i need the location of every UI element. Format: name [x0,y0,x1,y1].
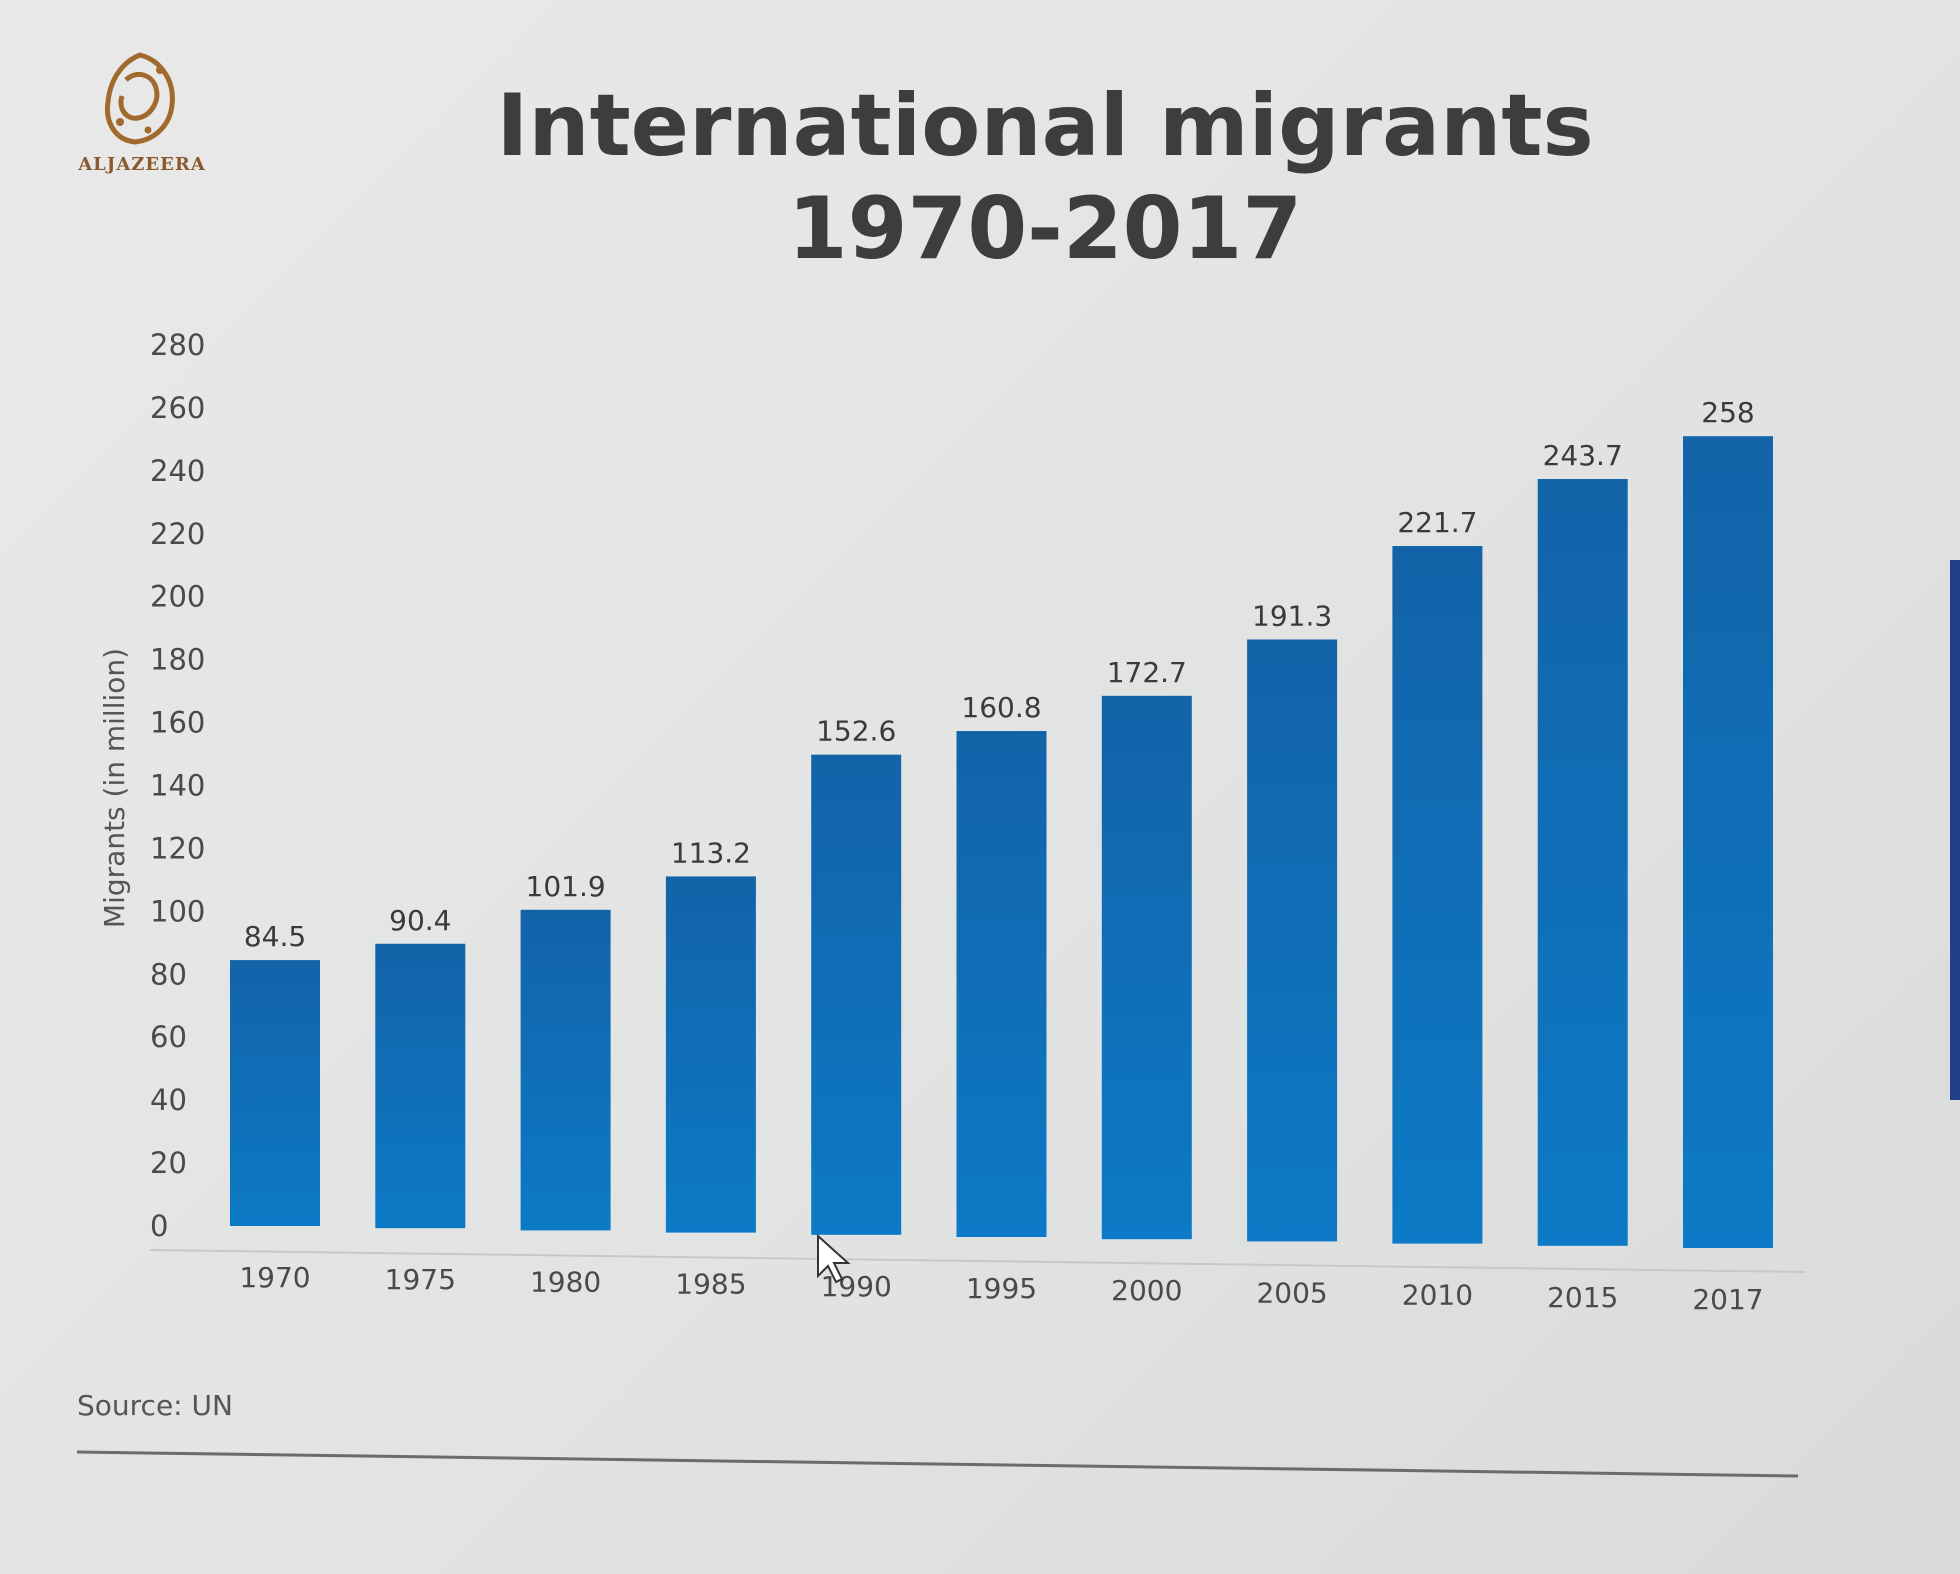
bar-2010 [1392,546,1483,1244]
x-axis-ticks: 1970 1975 1980 1985 1990 1995 2000 2005 2010 2015… [239,1261,1763,1316]
data-label-1975: 90.4 [389,904,451,937]
y-tick-label: 240 [150,454,205,488]
x-tick-label-1975: 1975 [385,1263,456,1296]
chart-title-line-1: International migrants [496,76,1593,176]
y-tick-label: 280 [150,328,205,362]
source-note: Source: UN [77,1389,233,1422]
bar-1975 [375,943,466,1229]
x-tick-label-1970: 1970 [239,1261,310,1294]
footer-rule [76,1450,1799,1478]
edge-accent [1950,560,1960,1100]
mouse-cursor-icon [817,1233,851,1284]
data-label-2000: 172.7 [1107,656,1187,689]
y-tick-label: 160 [150,706,205,740]
brand-name: ALJAZEERA [77,154,206,175]
chart-title-line-2: 1970-2017 [788,179,1302,279]
y-tick-label: 100 [150,894,205,928]
x-tick-label-2005: 2005 [1256,1276,1327,1309]
bars-group [230,436,1773,1248]
y-tick-label: 200 [150,580,205,614]
data-label-1970: 84.5 [244,920,306,953]
y-tick-label: 0 [150,1209,168,1243]
x-tick-label-2010: 2010 [1402,1279,1473,1312]
y-tick-label: 260 [150,391,205,425]
y-tick-label: 40 [150,1083,187,1117]
bar-1980 [520,909,611,1231]
y-axis-title: Migrants (in million) [98,648,131,928]
bar-1995 [956,731,1047,1237]
x-tick-label-2017: 2017 [1692,1283,1763,1316]
data-label-2005: 191.3 [1252,599,1332,632]
bar-2015 [1537,479,1628,1246]
data-labels-group: 84.5 90.4 101.9 113.2 152.6 160.8 172.7 191.3 22… [244,396,1755,953]
data-label-1990: 152.6 [816,715,896,748]
bar-2017 [1683,436,1773,1248]
y-tick-label: 180 [150,643,205,677]
y-tick-label: 20 [150,1146,187,1180]
x-tick-label-2015: 2015 [1547,1281,1618,1314]
y-tick-label: 220 [150,517,205,551]
bar-1985 [665,876,756,1233]
bar-1970 [230,960,320,1226]
data-label-2017: 258 [1701,396,1754,429]
y-axis-ticks: 0 20 40 60 80 100 120 140 160 180 200 220 240 260 280 [150,328,205,1243]
bar-2000 [1101,695,1192,1240]
x-axis-baseline [149,1249,1806,1273]
data-label-2015: 243.7 [1543,439,1623,472]
aljazeera-logo-icon [104,52,175,145]
bar-2005 [1247,639,1338,1242]
x-tick-label-1980: 1980 [530,1265,601,1298]
data-label-2010: 221.7 [1397,506,1477,539]
y-tick-label: 140 [150,769,205,803]
y-tick-label: 80 [150,957,187,991]
x-tick-label-1995: 1995 [966,1272,1037,1305]
y-tick-label: 120 [150,831,205,865]
x-tick-label-2000: 2000 [1111,1274,1182,1307]
bar-1990 [811,754,902,1235]
data-label-1995: 160.8 [961,691,1041,724]
data-label-1985: 113.2 [671,836,751,869]
y-tick-label: 60 [150,1020,187,1054]
data-label-1980: 101.9 [526,870,606,903]
x-tick-label-1985: 1985 [675,1268,746,1301]
